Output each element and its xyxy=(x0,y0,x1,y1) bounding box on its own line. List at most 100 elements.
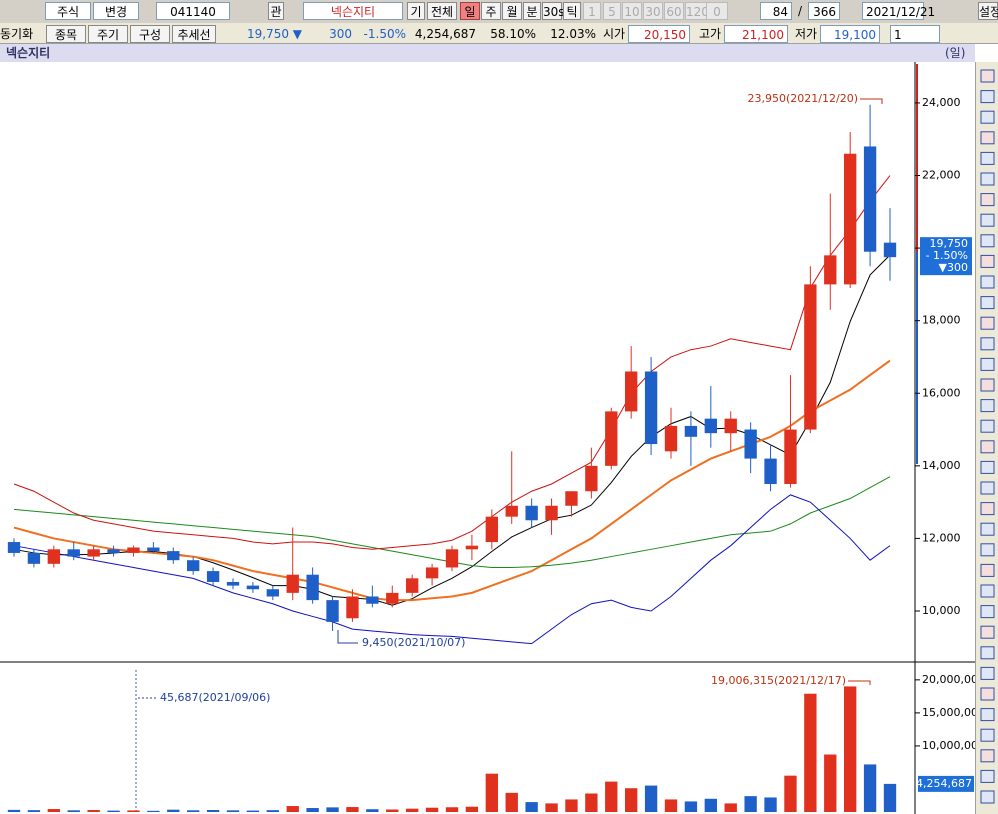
tool-icon[interactable] xyxy=(980,419,995,433)
tool-icon[interactable] xyxy=(980,69,995,83)
toolbar-item[interactable]: 분 xyxy=(523,2,541,20)
tool-icon[interactable] xyxy=(980,316,995,330)
candle-body xyxy=(565,491,578,506)
tool-icon[interactable] xyxy=(980,357,995,371)
tool-icon[interactable] xyxy=(980,687,995,701)
toolbar-item[interactable]: 0 xyxy=(706,2,728,20)
tool-icon[interactable] xyxy=(980,378,995,392)
tool-icon[interactable] xyxy=(980,460,995,474)
tool-icon[interactable] xyxy=(980,90,995,104)
tool-icon[interactable] xyxy=(980,172,995,186)
tool-icon[interactable] xyxy=(980,625,995,639)
toolbar-item[interactable]: 366 xyxy=(808,2,840,20)
tool-icon[interactable] xyxy=(980,728,995,742)
price-badge xyxy=(920,237,972,276)
tool-icon[interactable] xyxy=(980,275,995,289)
y-tick-label: 15,000,000 xyxy=(922,706,975,719)
tool-icon[interactable] xyxy=(980,481,995,495)
tool-icon[interactable] xyxy=(980,666,995,680)
candle-body xyxy=(724,418,737,434)
candle-body xyxy=(744,429,757,459)
y-tick-label: 14,000 xyxy=(922,459,961,472)
toolbar-item[interactable]: 관 xyxy=(268,2,284,20)
tool-icon[interactable] xyxy=(980,522,995,536)
panel-header: 넥슨지티 (일) xyxy=(0,44,975,63)
toolbar-item[interactable]: 84 xyxy=(760,2,792,20)
toolbar-item[interactable]: 틱 xyxy=(563,2,581,20)
candle-body xyxy=(127,547,140,553)
volume-bar xyxy=(545,803,558,812)
annotation: 19,006,315(2021/12/17) xyxy=(711,674,846,687)
tool-icon[interactable] xyxy=(980,234,995,248)
tool-icon[interactable] xyxy=(980,399,995,413)
candle-body xyxy=(406,578,419,593)
quote-item: -1.50% xyxy=(363,27,406,41)
tool-icon[interactable] xyxy=(980,151,995,165)
volume-bar xyxy=(525,802,538,812)
tool-icon[interactable] xyxy=(980,605,995,619)
tool-icon[interactable] xyxy=(980,769,995,783)
toolbar-item[interactable]: 일 xyxy=(460,2,480,20)
toolbar-item[interactable]: 041140 xyxy=(156,2,230,20)
tool-icon[interactable] xyxy=(980,296,995,310)
candle-body xyxy=(824,255,837,285)
tool-icon[interactable] xyxy=(980,337,995,351)
quote-item[interactable]: 주기 xyxy=(88,25,128,43)
annotation: 9,450(2021/10/07) xyxy=(362,636,465,649)
toolbar-item[interactable]: 주 xyxy=(481,2,501,20)
price-badge-text: 19,750 xyxy=(930,237,969,250)
candle-body xyxy=(246,585,260,590)
tool-icon[interactable] xyxy=(980,502,995,516)
tool-icon[interactable] xyxy=(980,110,995,124)
tool-icon[interactable] xyxy=(980,584,995,598)
toolbar-item[interactable]: 2021/12/21 xyxy=(862,2,935,20)
tool-icon[interactable] xyxy=(980,646,995,660)
tool-icon[interactable] xyxy=(980,708,995,722)
quote-item: 고가 xyxy=(698,27,722,41)
candle-body xyxy=(505,505,518,517)
toolbar-item[interactable]: 10 xyxy=(622,2,642,20)
volume-bar xyxy=(684,801,698,812)
volume-badge-text: 4,254,687 xyxy=(916,777,972,790)
quote-item[interactable]: 종목 xyxy=(46,25,86,43)
toolbar-item[interactable]: 기 xyxy=(407,2,425,20)
toolbar-item[interactable]: 60 xyxy=(664,2,684,20)
quote-item[interactable]: 19,100 xyxy=(820,25,880,43)
toolbar-item[interactable]: 1 xyxy=(583,2,601,20)
quote-item[interactable]: 20,150 xyxy=(628,25,690,43)
chart-bg xyxy=(0,62,975,814)
toolbar-item[interactable]: 설정 xyxy=(978,2,998,20)
volume-bar xyxy=(465,806,479,812)
tool-icon[interactable] xyxy=(980,790,995,804)
tool-icon[interactable] xyxy=(980,254,995,268)
volume-bar xyxy=(425,807,439,812)
toolbar-item[interactable]: 5 xyxy=(603,2,621,20)
toolbar-item[interactable]: 30s xyxy=(542,2,565,20)
annotation: 23,950(2021/12/20) xyxy=(748,92,858,105)
volume-bar xyxy=(565,799,578,812)
candle-body xyxy=(445,549,459,568)
tool-icon[interactable] xyxy=(980,440,995,454)
toolbar-item[interactable]: 전체 xyxy=(427,2,457,20)
quote-item[interactable]: 21,100 xyxy=(724,25,788,43)
toolbar-item[interactable]: 30 xyxy=(643,2,663,20)
toolbar-item[interactable]: 월 xyxy=(502,2,522,20)
tool-icons xyxy=(980,69,995,804)
y-tick-label: 20,000,000 xyxy=(922,673,975,686)
candle-body xyxy=(167,551,180,561)
quote-item[interactable]: 구성 xyxy=(130,25,170,43)
tool-icon[interactable] xyxy=(980,543,995,557)
toolbar-item[interactable]: 넥슨지티 xyxy=(303,2,403,20)
quote-item[interactable]: 추세선 xyxy=(172,25,216,43)
toolbar-item[interactable]: 주식 xyxy=(45,2,91,20)
tool-icon[interactable] xyxy=(980,213,995,227)
tool-icon[interactable] xyxy=(980,131,995,145)
tool-icon[interactable] xyxy=(980,193,995,207)
chart: 10,00012,00014,00016,00018,00020,00022,0… xyxy=(0,62,975,814)
quote-item: 시가 xyxy=(602,27,626,41)
quote-item[interactable]: 1 xyxy=(890,25,940,43)
tool-icon[interactable] xyxy=(980,749,995,763)
tool-icon[interactable] xyxy=(980,563,995,577)
toolbar-item[interactable]: 변경 xyxy=(93,2,139,20)
candle-body xyxy=(27,552,41,564)
